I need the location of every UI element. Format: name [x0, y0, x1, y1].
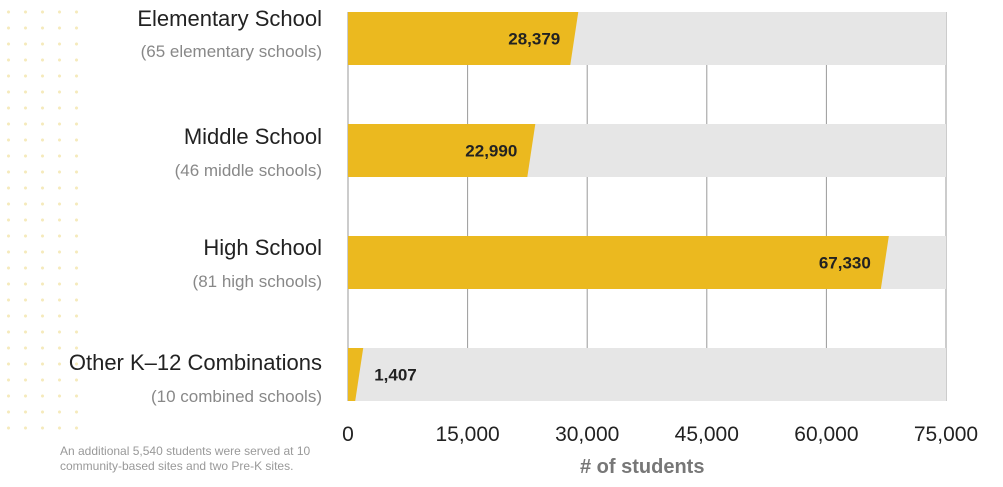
- category-label-other: Other K–12 Combinations: [68, 350, 322, 375]
- category-subtitle-high: (81 high schools): [192, 272, 322, 291]
- category-subtitle-other: (10 combined schools): [150, 387, 322, 406]
- category-label-elementary: Elementary School: [137, 6, 322, 31]
- category-subtitle-elementary: (65 elementary schools): [140, 42, 322, 61]
- x-tick-label-2: 30,000: [555, 423, 619, 446]
- category-label-high: High School: [203, 235, 322, 260]
- category-label-middle: Middle School: [183, 124, 322, 149]
- bar-track-3: [348, 348, 946, 401]
- x-tick-label-5: 75,000: [914, 423, 978, 446]
- x-tick-label-3: 45,000: [675, 423, 739, 446]
- x-tick-label-4: 60,000: [794, 423, 858, 446]
- bar-value-label-2: 67,330: [819, 254, 871, 273]
- bar-value-label-1: 22,990: [465, 142, 517, 161]
- category-subtitle-middle: (46 middle schools): [174, 161, 322, 180]
- bar-2: [348, 236, 889, 289]
- x-tick-label-1: 15,000: [435, 423, 499, 446]
- x-tick-label-0: 0: [342, 423, 354, 446]
- bar-1: [348, 124, 536, 177]
- x-axis-label: # of students: [580, 456, 705, 478]
- bar-0: [348, 12, 579, 65]
- dot-pattern-decoration: [0, 0, 80, 440]
- bar-3: [348, 348, 364, 401]
- bar-value-label-3: 1,407: [374, 366, 417, 385]
- bar-value-label-0: 28,379: [508, 30, 560, 49]
- footnote: An additional 5,540 students were served…: [60, 444, 311, 473]
